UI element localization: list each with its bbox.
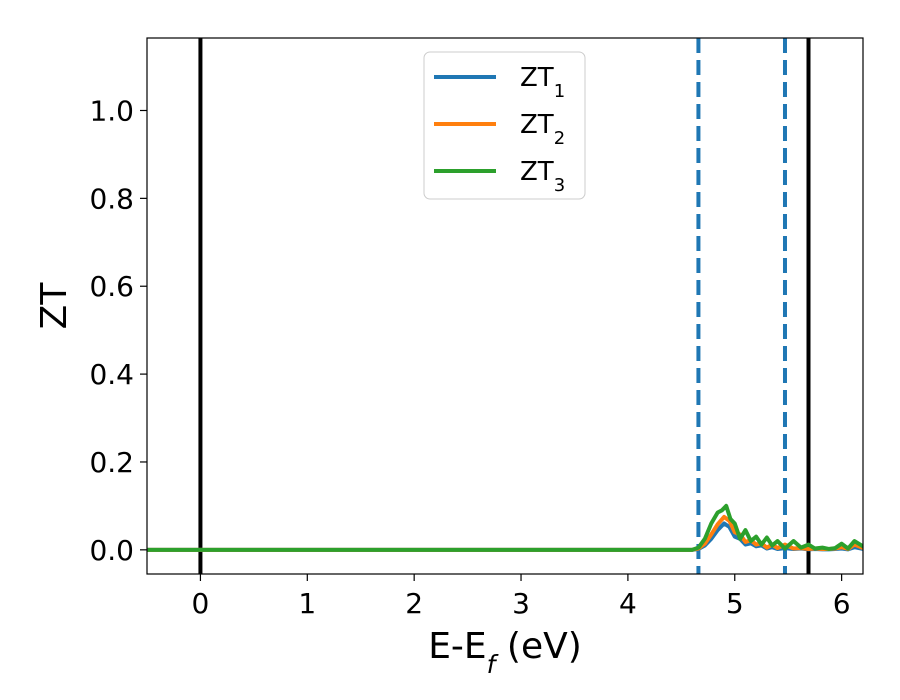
x-tick-label: 2 <box>405 587 423 620</box>
y-tick-label: 0.6 <box>89 270 134 303</box>
y-tick-label: 0.8 <box>89 182 134 215</box>
x-tick-label: 4 <box>619 587 637 620</box>
y-tick-label: 1.0 <box>89 94 134 127</box>
y-tick-label: 0.2 <box>89 446 134 479</box>
legend-label-zt2: ZT2 <box>520 110 565 149</box>
y-axis-label: ZT <box>34 282 75 330</box>
x-tick-label: 5 <box>726 587 744 620</box>
x-tick-label: 0 <box>192 587 210 620</box>
legend-box <box>423 51 586 200</box>
x-tick-label: 1 <box>298 587 316 620</box>
x-tick-label: 3 <box>512 587 530 620</box>
legend: ZT1 ZT2 ZT3 <box>423 51 586 200</box>
y-tick-label: 0.0 <box>89 534 134 567</box>
series-line-zt3 <box>147 503 863 552</box>
x-tick-label: 6 <box>833 587 851 620</box>
legend-label-zt1: ZT1 <box>520 63 565 102</box>
plot-frame <box>146 37 864 575</box>
y-tick-label: 0.4 <box>89 358 134 391</box>
legend-label-zt3: ZT3 <box>520 157 565 196</box>
